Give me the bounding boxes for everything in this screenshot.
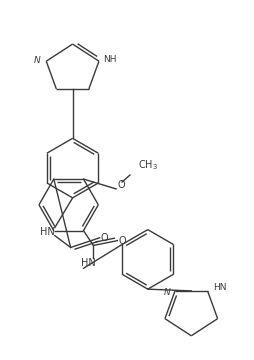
Text: N: N (34, 56, 41, 65)
Text: O: O (117, 180, 125, 190)
Text: N: N (164, 288, 170, 297)
Text: HN: HN (81, 258, 96, 268)
Text: CH$_3$: CH$_3$ (138, 158, 158, 172)
Text: HN: HN (213, 283, 226, 292)
Text: O: O (100, 233, 108, 243)
Text: HN: HN (40, 226, 54, 237)
Text: O: O (118, 235, 126, 246)
Text: NH: NH (103, 55, 117, 64)
